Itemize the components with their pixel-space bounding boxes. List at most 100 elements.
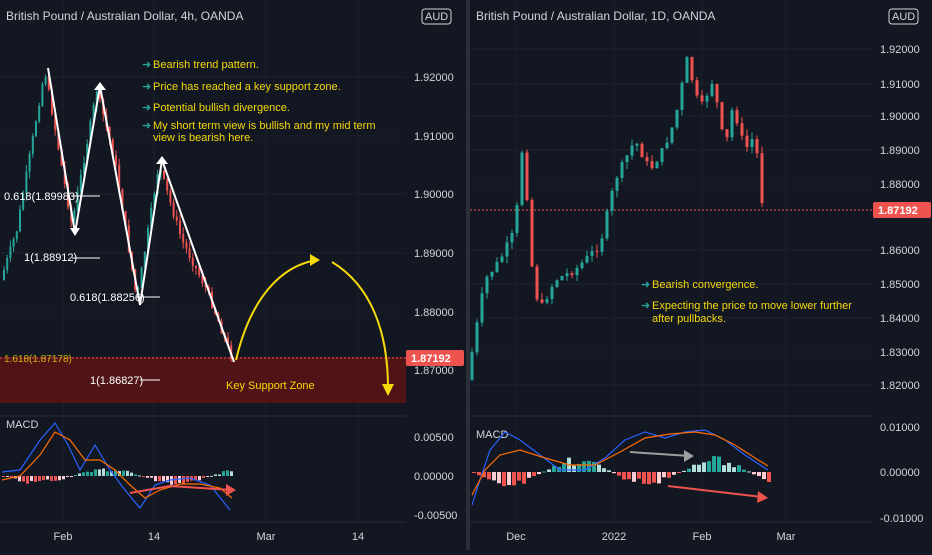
candle-body bbox=[60, 148, 63, 166]
panel-divider[interactable] bbox=[466, 0, 470, 550]
macd-histogram-bar bbox=[767, 472, 771, 483]
candle-body bbox=[515, 205, 519, 233]
candle-body bbox=[650, 161, 654, 169]
macd-histogram-bar bbox=[492, 472, 496, 481]
right-note-1: Bearish convergence. bbox=[652, 279, 758, 291]
candle-body bbox=[83, 162, 85, 175]
macd-histogram-bar bbox=[577, 463, 581, 472]
candle-body bbox=[111, 139, 114, 156]
macd-histogram-bar bbox=[110, 471, 113, 476]
candle-body bbox=[54, 114, 57, 131]
candle-body bbox=[169, 190, 172, 203]
candle-body bbox=[41, 84, 44, 106]
candle-body bbox=[620, 162, 624, 178]
macd-histogram-bar bbox=[130, 472, 133, 476]
candle-body bbox=[19, 209, 21, 232]
macd-histogram-bar bbox=[572, 465, 576, 472]
left-notes: ➜ Bearish trend pattern. ➜ Price has rea… bbox=[142, 59, 376, 144]
macd-divergence-line bbox=[129, 484, 233, 494]
candle-body bbox=[163, 170, 165, 179]
price-tick-label: 1.90000 bbox=[880, 111, 920, 123]
macd-histogram-bar bbox=[74, 474, 77, 476]
candle-body bbox=[625, 155, 629, 163]
fib-label-3: 0.618(1.88256) bbox=[70, 292, 145, 304]
candle-body bbox=[140, 267, 143, 289]
right-note-2: Expecting the price to move lower furthe… bbox=[652, 300, 852, 312]
note-2: Price has reached a key support zone. bbox=[153, 81, 341, 93]
macd-histogram-bar bbox=[150, 476, 153, 478]
note-4: My short term view is bullish and my mid… bbox=[153, 120, 376, 132]
macd-histogram-bar bbox=[218, 474, 221, 476]
left-currency-label: AUD bbox=[425, 11, 448, 23]
time-tick-label: Feb bbox=[693, 531, 712, 543]
candle-body bbox=[137, 288, 140, 290]
candle-body bbox=[670, 127, 674, 143]
macd-histogram-bar bbox=[632, 472, 636, 482]
right-currency-box bbox=[888, 8, 919, 25]
macd-histogram-bar bbox=[747, 471, 751, 473]
candle-body bbox=[540, 299, 544, 303]
fib-label-4: 1.618(1.87178) bbox=[4, 354, 72, 365]
macd-histogram-bar bbox=[138, 475, 141, 477]
price-tick-label: 1.88000 bbox=[880, 179, 920, 191]
wave-pattern-line bbox=[47, 67, 235, 363]
macd-histogram-bar bbox=[42, 476, 45, 481]
candle-body bbox=[755, 139, 759, 154]
macd-histogram-bar bbox=[547, 469, 551, 472]
macd-histogram-bar bbox=[602, 468, 606, 472]
bullish-projection-arrow bbox=[235, 259, 319, 361]
macd-histogram-bar bbox=[527, 472, 531, 478]
macd-histogram-bar bbox=[202, 476, 205, 478]
macd-histogram-bar bbox=[652, 472, 656, 483]
price-tick-label: 1.89000 bbox=[880, 145, 920, 157]
price-tick-label: 1.86000 bbox=[880, 245, 920, 257]
wave-arrow-down-1 bbox=[70, 228, 80, 236]
macd-histogram-bar bbox=[502, 472, 506, 487]
candle-body bbox=[47, 76, 50, 90]
candle-body bbox=[550, 286, 554, 300]
macd-histogram-bar bbox=[707, 461, 711, 472]
candle-body bbox=[31, 136, 34, 154]
macd-histogram-bar bbox=[126, 470, 129, 476]
candle-body bbox=[560, 276, 564, 281]
right-price-tag-text: 1.87192 bbox=[878, 205, 918, 217]
macd-histogram-bar bbox=[597, 464, 601, 472]
candle-body bbox=[92, 105, 95, 121]
candle-body bbox=[38, 105, 41, 122]
left-macd bbox=[1, 421, 233, 511]
candle-body bbox=[555, 280, 559, 287]
right-price-axis[interactable] bbox=[872, 0, 932, 550]
candle-body bbox=[720, 102, 724, 130]
left-chart-title: British Pound / Australian Dollar, 4h, O… bbox=[6, 9, 243, 23]
macd-histogram-bar bbox=[722, 465, 726, 472]
macd-histogram-bar bbox=[186, 476, 189, 482]
price-tick-label: 1.91000 bbox=[880, 79, 920, 91]
macd-tick-label: -0.01000 bbox=[880, 513, 923, 525]
candle-body bbox=[740, 123, 744, 136]
macd-histogram-bar bbox=[542, 471, 546, 473]
macd-histogram-bar bbox=[106, 471, 109, 476]
candle-body bbox=[575, 267, 579, 276]
macd-histogram-bar bbox=[762, 472, 766, 480]
price-tick-label: 1.85000 bbox=[880, 279, 920, 291]
price-tick-label: 1.89000 bbox=[414, 248, 454, 260]
bullet-icon: ➜ bbox=[641, 300, 650, 312]
candle-body bbox=[490, 271, 494, 277]
candle-body bbox=[700, 95, 704, 102]
macd-histogram-bar bbox=[637, 472, 641, 479]
left-price-axis[interactable] bbox=[406, 0, 466, 550]
right-chart-panel[interactable]: British Pound / Australian Dollar, 1D, O… bbox=[470, 0, 932, 550]
note-1: Bearish trend pattern. bbox=[153, 59, 259, 71]
macd-histogram-bar bbox=[30, 476, 33, 481]
time-tick-label: 14 bbox=[352, 531, 364, 543]
macd-histogram-bar bbox=[134, 474, 137, 476]
right-time-ticks: Dec 2022 Feb Mar bbox=[506, 531, 796, 543]
price-tick-label: 1.87000 bbox=[414, 365, 454, 377]
macd-histogram-bar bbox=[672, 472, 676, 475]
left-chart-panel[interactable]: 0.618(1.89983) 1(1.88912) 0.618(1.88256)… bbox=[0, 0, 466, 550]
macd-histogram-bar bbox=[38, 476, 41, 481]
macd-histogram-bar bbox=[230, 471, 233, 476]
macd-histogram-bar bbox=[210, 475, 213, 477]
candle-body bbox=[565, 273, 569, 277]
price-tick-label: 1.88000 bbox=[414, 307, 454, 319]
